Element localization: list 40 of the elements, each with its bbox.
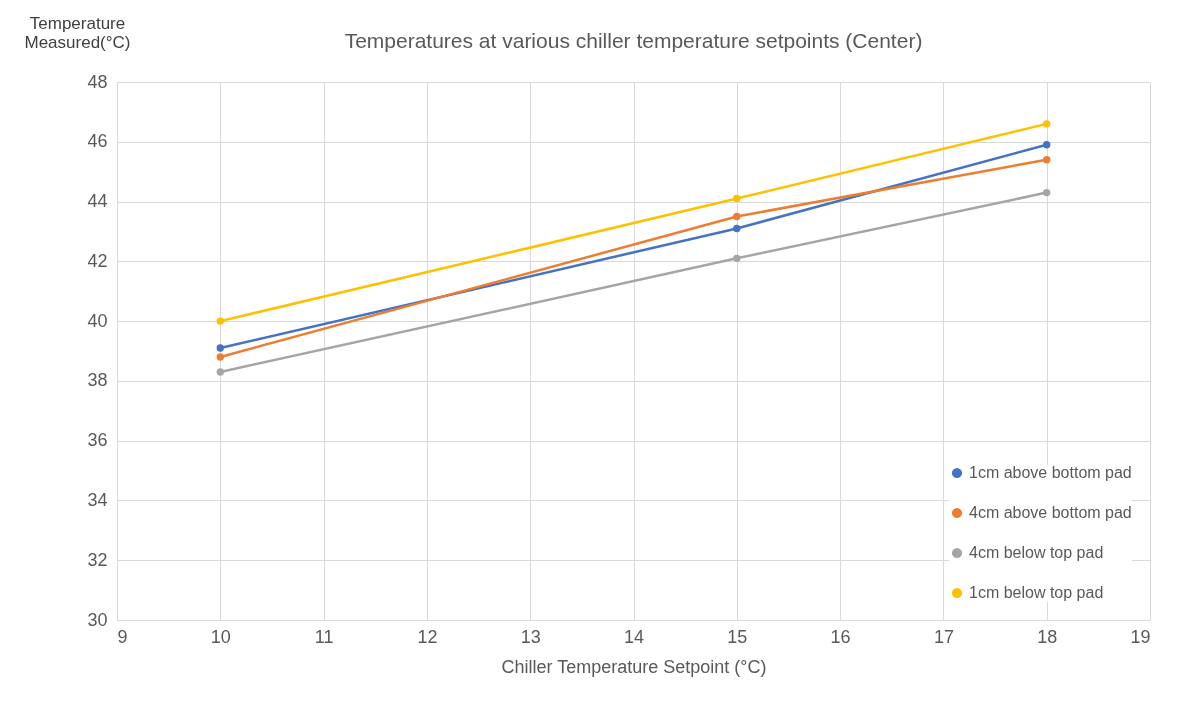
x-tick-label: 12 <box>417 626 438 647</box>
legend-label: 4cm below top pad <box>969 544 1104 561</box>
y-tick-label: 40 <box>87 310 108 331</box>
y-tick-label: 30 <box>87 609 108 630</box>
x-tick-label: 19 <box>1130 626 1151 647</box>
point <box>733 254 741 263</box>
point <box>733 194 741 203</box>
point <box>216 317 225 325</box>
x-axis-title: Chiller Temperature Setpoint (°C) <box>501 656 767 677</box>
y-tick-label: 46 <box>87 131 108 152</box>
x-tick-label: 16 <box>830 626 851 647</box>
point <box>1042 141 1051 149</box>
point <box>216 353 225 361</box>
x-tick-label: 18 <box>1037 626 1058 647</box>
point <box>216 368 225 376</box>
x-tick-label: 17 <box>933 626 954 647</box>
chart-title: Temperatures at various chiller temperature setpoints (Center) <box>344 29 923 52</box>
y-tick-label: 36 <box>87 430 108 451</box>
y-axis-title: Temperature Measured(°C) <box>24 13 131 52</box>
y-tick-label: 38 <box>87 370 108 391</box>
x-tick-label: 10 <box>210 626 231 647</box>
y-tick-label: 34 <box>87 489 108 510</box>
point <box>216 344 225 352</box>
x-tick-label: 15 <box>727 626 748 647</box>
x-tick-label: 11 <box>314 626 334 647</box>
y-tick-label: 32 <box>87 549 108 570</box>
x-tick-label: 13 <box>520 626 541 647</box>
point <box>733 224 741 233</box>
point <box>1042 120 1051 128</box>
point <box>1042 188 1051 197</box>
point <box>1042 156 1051 164</box>
legend-label: 1cm below top pad <box>969 584 1104 601</box>
y-tick-label: 48 <box>87 71 108 92</box>
point <box>733 212 741 221</box>
y-tick-label: 44 <box>87 191 108 212</box>
y-tick-label: 42 <box>87 250 108 271</box>
legend-label: 4cm above bottom pad <box>969 504 1132 521</box>
legend-label: 1cm above bottom pad <box>969 464 1132 481</box>
x-tick-label: 9 <box>117 626 128 647</box>
x-tick-label: 14 <box>623 626 645 647</box>
